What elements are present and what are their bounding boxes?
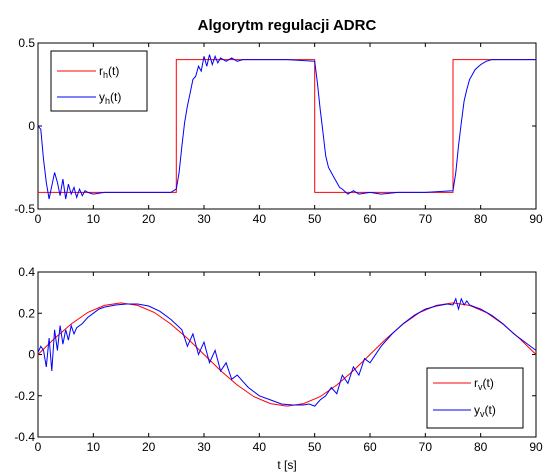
y-tick-label: -0.5	[14, 202, 35, 216]
chart-title: Algorytm regulacji ADRC	[198, 17, 377, 34]
legend-top: rh(t) yh(t)	[50, 50, 148, 112]
series-line-r-h	[38, 59, 536, 193]
x-tick-label: 40	[253, 212, 267, 226]
series-bottom	[37, 297, 537, 407]
legend-bottom: rv(t) yv(t)	[426, 367, 524, 429]
series-line-r-v	[37, 302, 537, 407]
x-tick-label: 0	[35, 212, 42, 226]
ticks-top: 0 10 20 30 40 50 60 70 80 90-0.500.5	[14, 36, 543, 226]
y-tick-label: -0.2	[14, 389, 35, 403]
legend-entry-y-h: yh(t)	[99, 90, 121, 106]
legend-entry-y-v: yv(t)	[474, 403, 496, 419]
x-tick-label: 70	[419, 440, 433, 454]
legend-box	[426, 367, 524, 429]
x-axis-label: t [s]	[277, 458, 296, 472]
x-tick-label: 70	[419, 212, 433, 226]
y-tick-label: 0	[28, 348, 35, 362]
x-tick-label: 20	[142, 440, 156, 454]
x-tick-label: 90	[529, 440, 543, 454]
legend-box	[50, 50, 148, 112]
ticks-bottom: 0 10 20 30 40 50 60 70 80 90 -0.4 -0.2 0 0.2 0.4	[14, 265, 543, 454]
x-tick-label: 10	[87, 212, 101, 226]
x-tick-label: 30	[197, 440, 211, 454]
series-line-y-h	[37, 54, 536, 200]
legend-entry-r-h: rh(t)	[99, 64, 119, 80]
series-top	[37, 54, 536, 200]
x-tick-label: 90	[529, 212, 543, 226]
y-tick-label: 0.4	[18, 265, 35, 279]
x-tick-label: 50	[308, 212, 322, 226]
top-chart: Algorytm regulacji ADRC 0 10 20 30 40 50 60 70 8…	[14, 17, 543, 226]
x-tick-label: 80	[474, 440, 488, 454]
x-tick-label: 50	[308, 440, 322, 454]
series-line-y-v	[37, 297, 537, 407]
y-tick-label: 0.2	[18, 306, 35, 320]
x-tick-label: 60	[363, 212, 377, 226]
x-tick-label: 10	[87, 440, 101, 454]
x-tick-label: 80	[474, 212, 488, 226]
x-tick-label: 30	[197, 212, 211, 226]
y-tick-label: 0.5	[18, 36, 35, 50]
legend-entry-r-v: rv(t)	[474, 376, 494, 392]
x-tick-label: 0	[35, 440, 42, 454]
y-tick-label: -0.4	[14, 430, 35, 444]
x-tick-label: 20	[142, 212, 156, 226]
x-tick-label: 60	[363, 440, 377, 454]
x-tick-label: 40	[253, 440, 267, 454]
y-tick-label: 0	[28, 119, 35, 133]
bottom-chart: 0 10 20 30 40 50 60 70 80 90 -0.4 -0.2 0 0.2 0.4 t [s]…	[14, 265, 543, 472]
